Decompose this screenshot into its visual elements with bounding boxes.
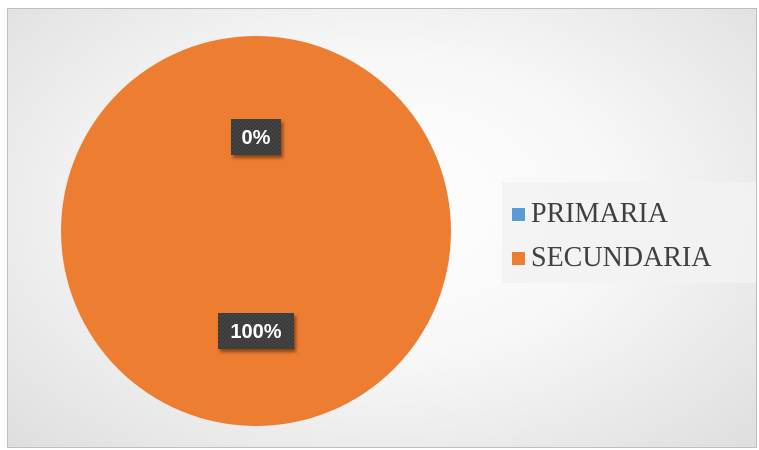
data-label-text-primaria: 0% xyxy=(242,127,271,149)
legend-swatch-secundaria xyxy=(512,251,525,265)
pie-data-labels: 0% 100% xyxy=(218,119,294,349)
chart-area: 0% 100% PRIMARIA SECUNDARIA xyxy=(7,8,757,448)
data-label-secundaria: 100% xyxy=(218,313,294,349)
legend-label-secundaria: SECUNDARIA xyxy=(531,242,712,273)
legend-item-secundaria: SECUNDARIA xyxy=(512,236,756,280)
legend-label-primaria: PRIMARIA xyxy=(531,198,668,229)
pie-slice-secundaria xyxy=(61,36,451,426)
legend-swatch-primaria xyxy=(512,207,525,221)
data-label-box-secundaria xyxy=(218,313,294,349)
pie-chart: 0% 100% xyxy=(61,36,451,426)
data-label-text-secundaria: 100% xyxy=(230,321,281,343)
legend-item-primaria: PRIMARIA xyxy=(512,192,756,236)
pie-slices xyxy=(61,36,451,426)
data-label-box-primaria xyxy=(231,119,281,155)
chart-legend: PRIMARIA SECUNDARIA xyxy=(502,182,756,283)
data-label-primaria: 0% xyxy=(231,119,281,155)
